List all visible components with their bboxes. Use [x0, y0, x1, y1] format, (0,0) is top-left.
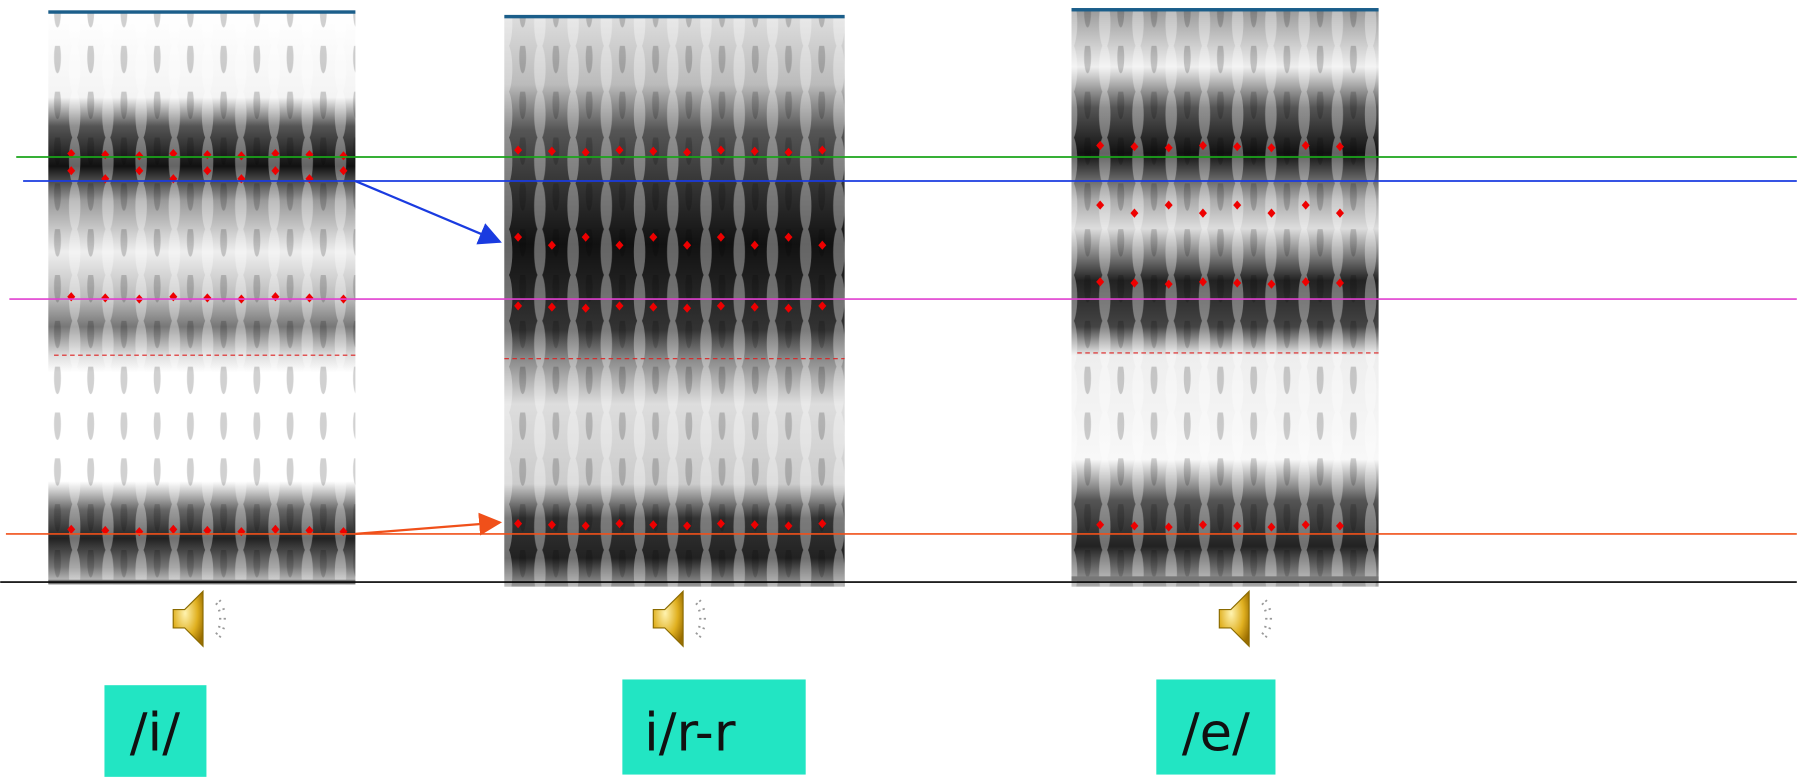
marker [547, 240, 556, 250]
marker [514, 301, 523, 311]
marker [1096, 200, 1105, 210]
marker [305, 525, 314, 536]
marker [750, 520, 759, 530]
marker [101, 525, 110, 536]
marker [1096, 520, 1105, 530]
marker [784, 303, 793, 313]
marker [514, 519, 523, 529]
marker [615, 240, 624, 250]
marker [1096, 140, 1105, 151]
label-box [104, 685, 207, 777]
sound-wave [697, 625, 707, 631]
marker [750, 240, 759, 250]
sound-wave [215, 632, 223, 639]
marker [271, 524, 280, 534]
marker [237, 151, 246, 161]
marker [750, 302, 759, 312]
marker [547, 146, 556, 156]
marker [271, 166, 280, 176]
marker [67, 524, 76, 534]
sound-wave [1264, 607, 1273, 612]
marker [339, 151, 348, 161]
marker [547, 520, 556, 530]
marker [1130, 142, 1139, 152]
label-box [622, 679, 806, 775]
speaker-icon[interactable] [1218, 589, 1275, 648]
marker [649, 520, 658, 530]
marker [1301, 200, 1310, 210]
label: /i/ [130, 703, 180, 764]
sound-wave [1261, 598, 1269, 606]
marker [1301, 520, 1310, 530]
arrow [355, 512, 503, 536]
arrow [354, 179, 502, 245]
marker [649, 232, 658, 242]
marker [135, 151, 144, 161]
marker [203, 525, 212, 536]
marker [169, 148, 178, 159]
sound-wave [695, 598, 703, 606]
marker [67, 148, 76, 159]
marker [615, 145, 624, 155]
marker [1130, 521, 1139, 531]
marker [750, 146, 759, 156]
sound-wave [217, 607, 227, 612]
marker [67, 166, 76, 176]
sound-wave [695, 632, 703, 639]
spectrogram [1071, 8, 1379, 587]
marker [615, 519, 624, 529]
marker [339, 166, 348, 176]
marker [615, 301, 624, 311]
sound-wave [1264, 625, 1273, 631]
marker [1335, 142, 1344, 152]
marker [1335, 521, 1344, 531]
sound-wave [217, 625, 227, 631]
marker [784, 232, 793, 242]
marker [547, 302, 556, 312]
marker [649, 146, 658, 156]
sound-wave [1261, 632, 1269, 639]
speaker-body [652, 589, 684, 648]
label: /e/ [1182, 703, 1250, 764]
sound-wave [697, 607, 707, 612]
marker [784, 521, 793, 531]
speaker-icon[interactable] [652, 589, 709, 648]
marker [169, 524, 178, 534]
marker [784, 147, 793, 157]
marker [1335, 208, 1344, 218]
spectrogram [504, 14, 845, 587]
marker [135, 166, 144, 176]
marker [271, 148, 280, 159]
speaker-body [1218, 589, 1250, 648]
label-box [1156, 679, 1276, 775]
marker [514, 145, 523, 155]
marker [1130, 208, 1139, 218]
marker [649, 302, 658, 312]
marker [203, 166, 212, 176]
sound-wave [215, 598, 223, 606]
label: i/r-r [644, 703, 736, 764]
speaker-body [172, 589, 204, 648]
marker [514, 232, 523, 242]
marker [1301, 140, 1310, 151]
spectrogram [48, 10, 356, 585]
speaker-icon[interactable] [172, 589, 229, 648]
